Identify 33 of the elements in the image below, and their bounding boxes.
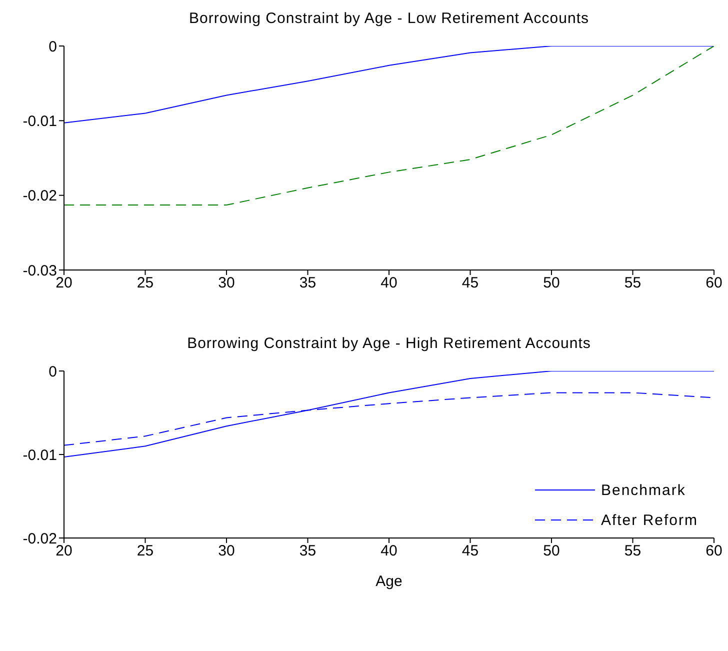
x-tick-label: 60 [706, 542, 722, 560]
x-tick-label: 55 [624, 542, 642, 560]
x-tick-label: 25 [136, 274, 154, 292]
x-tick-label: 30 [218, 542, 235, 560]
x-tick-label: 50 [543, 274, 560, 292]
x-tick-label: 45 [462, 542, 479, 560]
x-tick-label: 20 [56, 542, 72, 560]
y-tick-label: -0.02 [22, 530, 57, 548]
y-tick-label: -0.01 [22, 446, 57, 464]
y-tick-label: -0.01 [22, 112, 57, 130]
y-tick-label: -0.02 [22, 188, 57, 205]
chart-title: Borrowing Constraint by Age - High Retirement Accounts [186, 335, 592, 352]
x-tick-label: 40 [380, 542, 398, 560]
line-series [64, 46, 714, 124]
x-tick-label: 35 [299, 542, 316, 560]
x-tick-label: 50 [543, 542, 560, 560]
x-tick-label: 30 [218, 274, 235, 292]
x-tick-label: 60 [706, 274, 722, 292]
x-tick-label: 25 [136, 542, 154, 560]
y-tick-label: 0 [48, 38, 57, 56]
line-series [64, 46, 714, 206]
x-tick-label: 55 [624, 274, 642, 292]
x-tick-label: 45 [462, 274, 479, 292]
y-tick-label: -0.03 [22, 262, 57, 280]
x-tick-label: 35 [299, 274, 316, 292]
chart-title: Borrowing Constraint by Age - Low Retirement Accounts [188, 10, 590, 27]
legend-label: Benchmark [600, 482, 686, 498]
legend-label: After Reform [600, 512, 698, 528]
y-tick-label: 0 [48, 363, 57, 380]
x-tick-label: 40 [380, 274, 398, 292]
x-axis-title: Age [376, 573, 402, 590]
line-series [64, 371, 714, 458]
x-tick-label: 20 [56, 274, 72, 292]
